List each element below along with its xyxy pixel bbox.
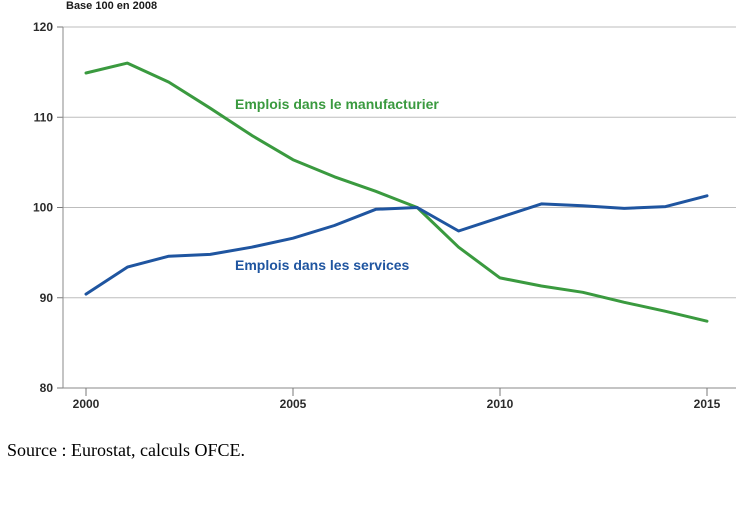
x-tick-label: 2005	[280, 397, 307, 411]
y-tick-label: 110	[34, 110, 54, 124]
y-tick-label: 80	[40, 381, 54, 395]
source-note: Source : Eurostat, calculs OFCE.	[7, 440, 245, 460]
axes	[57, 26, 736, 396]
series-label-services: Emplois dans les services	[235, 257, 410, 273]
y-tick-label: 100	[33, 201, 53, 215]
y-tick-label: 90	[40, 291, 54, 305]
x-tick-label: 2010	[487, 397, 514, 411]
x-tick-labels: 2000 2005 2010 2015	[73, 397, 721, 411]
series-lines	[84, 61, 709, 323]
series-line-manufacturier	[84, 61, 709, 323]
x-tick-label: 2000	[73, 397, 100, 411]
y-tick-label: 120	[33, 20, 53, 34]
unit-label: Base 100 en 2008	[66, 0, 157, 12]
series-label-manufacturier: Emplois dans le manufacturier	[235, 96, 439, 112]
x-tick-label: 2015	[694, 397, 721, 411]
series-line-services	[84, 194, 709, 296]
y-tick-labels: 80 90 100 110 120	[33, 20, 53, 395]
